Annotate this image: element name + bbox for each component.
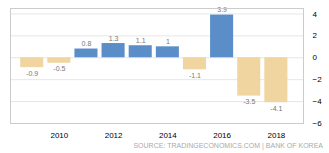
svg-text:-4.1: -4.1: [270, 105, 282, 112]
svg-text:−6: −6: [313, 119, 323, 128]
svg-text:3.9: 3.9: [217, 6, 227, 13]
svg-text:2014: 2014: [159, 131, 177, 140]
html-text:SOURCE: TRADINGECONOMICS.COM |: SOURCE: TRADINGECONOMICS.COM | BANK OF K…: [133, 142, 323, 149]
svg-text:0: 0: [313, 53, 318, 62]
svg-text:1: 1: [166, 38, 170, 45]
svg-text:2: 2: [313, 31, 318, 40]
svg-text:−2: −2: [313, 75, 323, 84]
svg-text:2018: 2018: [267, 131, 285, 140]
svg-text:−4: −4: [313, 97, 323, 106]
svg-text:0.8: 0.8: [82, 40, 92, 47]
svg-text:2016: 2016: [213, 131, 231, 140]
svg-text:2010: 2010: [50, 131, 68, 140]
svg-text:-0.9: -0.9: [26, 70, 38, 77]
svg-text:-1.1: -1.1: [189, 72, 201, 79]
svg-text:1.3: 1.3: [109, 35, 119, 42]
svg-text:2012: 2012: [105, 131, 123, 140]
svg-text:-3.5: -3.5: [243, 98, 255, 105]
svg-text:-0.5: -0.5: [53, 65, 65, 72]
svg-text:1.1: 1.1: [136, 37, 146, 44]
svg-text:4: 4: [313, 10, 318, 19]
